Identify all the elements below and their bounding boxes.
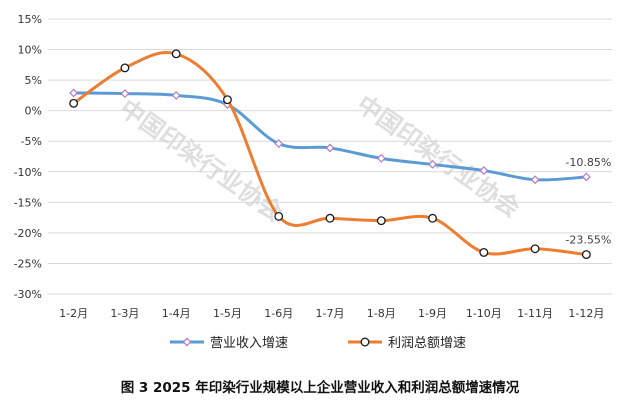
x-tick-label: 1-12月 bbox=[568, 307, 604, 320]
y-tick-label: 15% bbox=[18, 13, 42, 26]
x-tick-label: 1-8月 bbox=[367, 307, 396, 320]
y-tick-label: -15% bbox=[14, 196, 42, 209]
data-point-diamond bbox=[530, 175, 540, 185]
data-labels: -10.85% -23.55% bbox=[565, 156, 611, 247]
data-point-diamond bbox=[69, 88, 79, 98]
series-line-2 bbox=[72, 51, 588, 257]
x-tick-label: 1-2月 bbox=[59, 307, 88, 320]
x-tick-label: 1-9月 bbox=[418, 307, 447, 320]
legend-label: 利润总额增速 bbox=[388, 336, 466, 351]
y-tick-label: -30% bbox=[14, 288, 42, 301]
y-tick-label: -5% bbox=[21, 135, 42, 148]
y-tick-label: -25% bbox=[14, 257, 42, 270]
data-label-end: -10.85% bbox=[565, 156, 611, 169]
x-tick-label: 1-3月 bbox=[110, 307, 139, 320]
data-point-diamond bbox=[479, 166, 489, 176]
data-point-diamond bbox=[171, 90, 181, 100]
legend-marker-diamond bbox=[182, 337, 192, 347]
legend-label: 营业收入增速 bbox=[210, 336, 288, 351]
y-tick-label: 0% bbox=[25, 105, 42, 118]
legend-marker-circle bbox=[360, 337, 370, 347]
data-point-circle bbox=[325, 213, 335, 223]
data-label-end: -23.55% bbox=[565, 234, 611, 247]
data-point-circle bbox=[223, 95, 232, 105]
data-point-diamond bbox=[376, 153, 386, 163]
data-point-diamond bbox=[120, 89, 130, 99]
watermark-text-left: 中国印染行业协会 bbox=[115, 94, 288, 227]
x-tick-label: 1-10月 bbox=[466, 307, 502, 320]
x-tick-label: 1-5月 bbox=[213, 307, 242, 320]
y-tick-label: 10% bbox=[18, 44, 42, 57]
y-tick-label: -20% bbox=[14, 227, 42, 240]
data-point-diamond bbox=[325, 143, 335, 153]
data-point-diamond bbox=[274, 139, 284, 149]
x-axis-ticks: 1-2月 1-3月 1-4月 1-5月 1-6月 1-7月 1-8月 1-9月 1-10月 1-1… bbox=[59, 307, 604, 320]
data-point-circle bbox=[274, 211, 284, 221]
data-point-circle bbox=[69, 98, 79, 108]
series bbox=[69, 49, 591, 260]
data-point-diamond bbox=[428, 159, 437, 169]
y-tick-label: 5% bbox=[25, 74, 42, 87]
data-point-circle bbox=[171, 49, 181, 59]
data-point-circle bbox=[530, 244, 540, 254]
x-tick-label: 1-6月 bbox=[264, 307, 293, 320]
figure-caption: 图 3 2025 年印染行业规模以上企业营业收入和利润总额增速情况 bbox=[121, 379, 520, 396]
gridlines bbox=[48, 18, 612, 295]
data-point-diamond bbox=[581, 172, 591, 182]
data-point-circle bbox=[120, 63, 130, 73]
y-tick-label: -10% bbox=[14, 166, 42, 179]
data-point-circle bbox=[479, 247, 489, 257]
legend: 营业收入增速 利润总额增速 bbox=[170, 336, 466, 351]
x-tick-label: 1-7月 bbox=[316, 307, 345, 320]
x-tick-label: 1-4月 bbox=[162, 307, 191, 320]
data-point-circle bbox=[581, 250, 591, 260]
x-tick-label: 1-11月 bbox=[517, 307, 553, 320]
y-axis-ticks: 15% 10% 5% 0% -5% -10% -15% -20% -25% -30% bbox=[14, 13, 42, 301]
data-point-circle bbox=[428, 213, 437, 223]
data-point-circle bbox=[376, 216, 386, 226]
